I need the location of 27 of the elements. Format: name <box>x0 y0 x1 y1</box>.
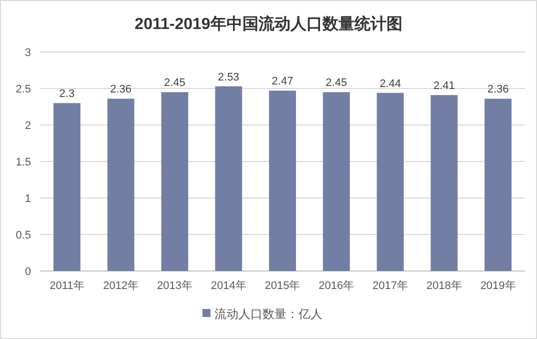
chart-title: 2011-2019年中国流动人口数量统计图 <box>134 14 402 33</box>
y-tick-label: 3 <box>24 47 31 59</box>
data-label: 2.47 <box>272 76 294 88</box>
y-tick-label: 0.5 <box>16 230 31 242</box>
data-label: 2.45 <box>164 77 186 90</box>
x-tick-label: 2017年 <box>372 280 408 292</box>
x-tick-label: 2019年 <box>480 280 516 292</box>
y-tick-label: 1 <box>24 193 31 205</box>
data-label: 2.53 <box>218 71 240 84</box>
y-tick-label: 2 <box>24 120 31 132</box>
data-label: 2.36 <box>110 84 132 96</box>
legend-label: 流动人口数量：亿人 <box>214 307 322 321</box>
data-label: 2.41 <box>433 80 455 92</box>
x-tick-label: 2014年 <box>210 280 246 292</box>
y-tick-label: 2.5 <box>16 84 31 96</box>
x-tick-label: 2013年 <box>156 280 192 292</box>
data-label: 2.44 <box>380 78 401 90</box>
data-label: 2.45 <box>326 77 348 90</box>
x-tick-label: 2012年 <box>103 280 139 292</box>
x-tick-label: 2016年 <box>318 280 354 292</box>
y-tick-label: 0 <box>24 266 31 278</box>
x-tick-label: 2011年 <box>50 280 84 292</box>
x-tick-label: 2018年 <box>426 280 462 292</box>
data-label: 2.3 <box>59 88 75 100</box>
x-tick-label: 2015年 <box>264 280 300 292</box>
y-tick-label: 1.5 <box>16 156 31 168</box>
data-label: 2.36 <box>487 84 509 96</box>
